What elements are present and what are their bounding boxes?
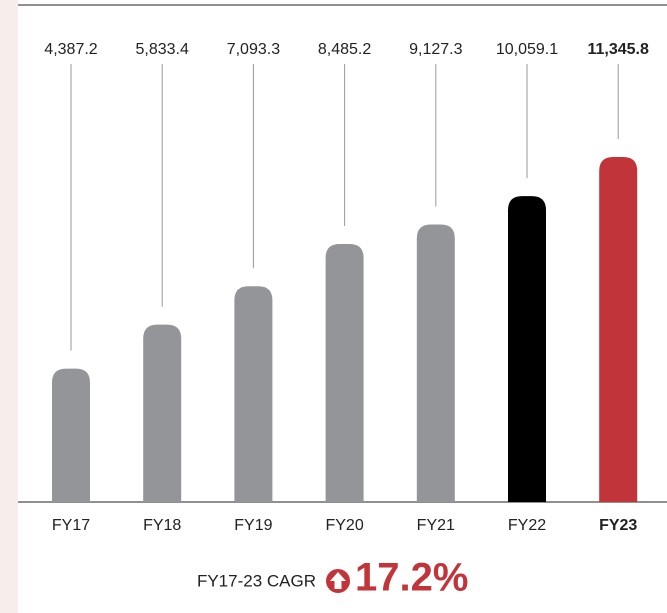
x-tick-label: FY19	[234, 517, 272, 534]
x-tick-label: FY23	[599, 517, 637, 534]
value-label: 4,387.2	[44, 41, 97, 58]
up-icon	[326, 569, 350, 593]
x-tick-label: FY21	[417, 517, 455, 534]
cagr-label: FY17-23 CAGR	[197, 571, 316, 590]
bar	[599, 157, 638, 502]
x-tick-label: FY18	[143, 517, 181, 534]
bar	[325, 243, 364, 502]
cagr-value: 17.2%	[355, 556, 468, 600]
value-label: 9,127.3	[409, 41, 462, 58]
value-label: 8,485.2	[318, 41, 371, 58]
value-label: 11,345.8	[587, 41, 649, 58]
x-tick-label: FY22	[508, 517, 546, 534]
value-label: 10,059.1	[496, 41, 558, 58]
bar	[52, 368, 90, 502]
x-tick-label: FY20	[325, 517, 363, 534]
x-tick-label: FY17	[52, 517, 90, 534]
bar	[508, 196, 546, 503]
bar	[234, 286, 273, 502]
value-label: 5,833.4	[136, 41, 189, 58]
value-label: 7,093.3	[227, 41, 280, 58]
bar	[143, 324, 182, 502]
side-strip	[0, 0, 18, 613]
bar	[416, 224, 455, 503]
